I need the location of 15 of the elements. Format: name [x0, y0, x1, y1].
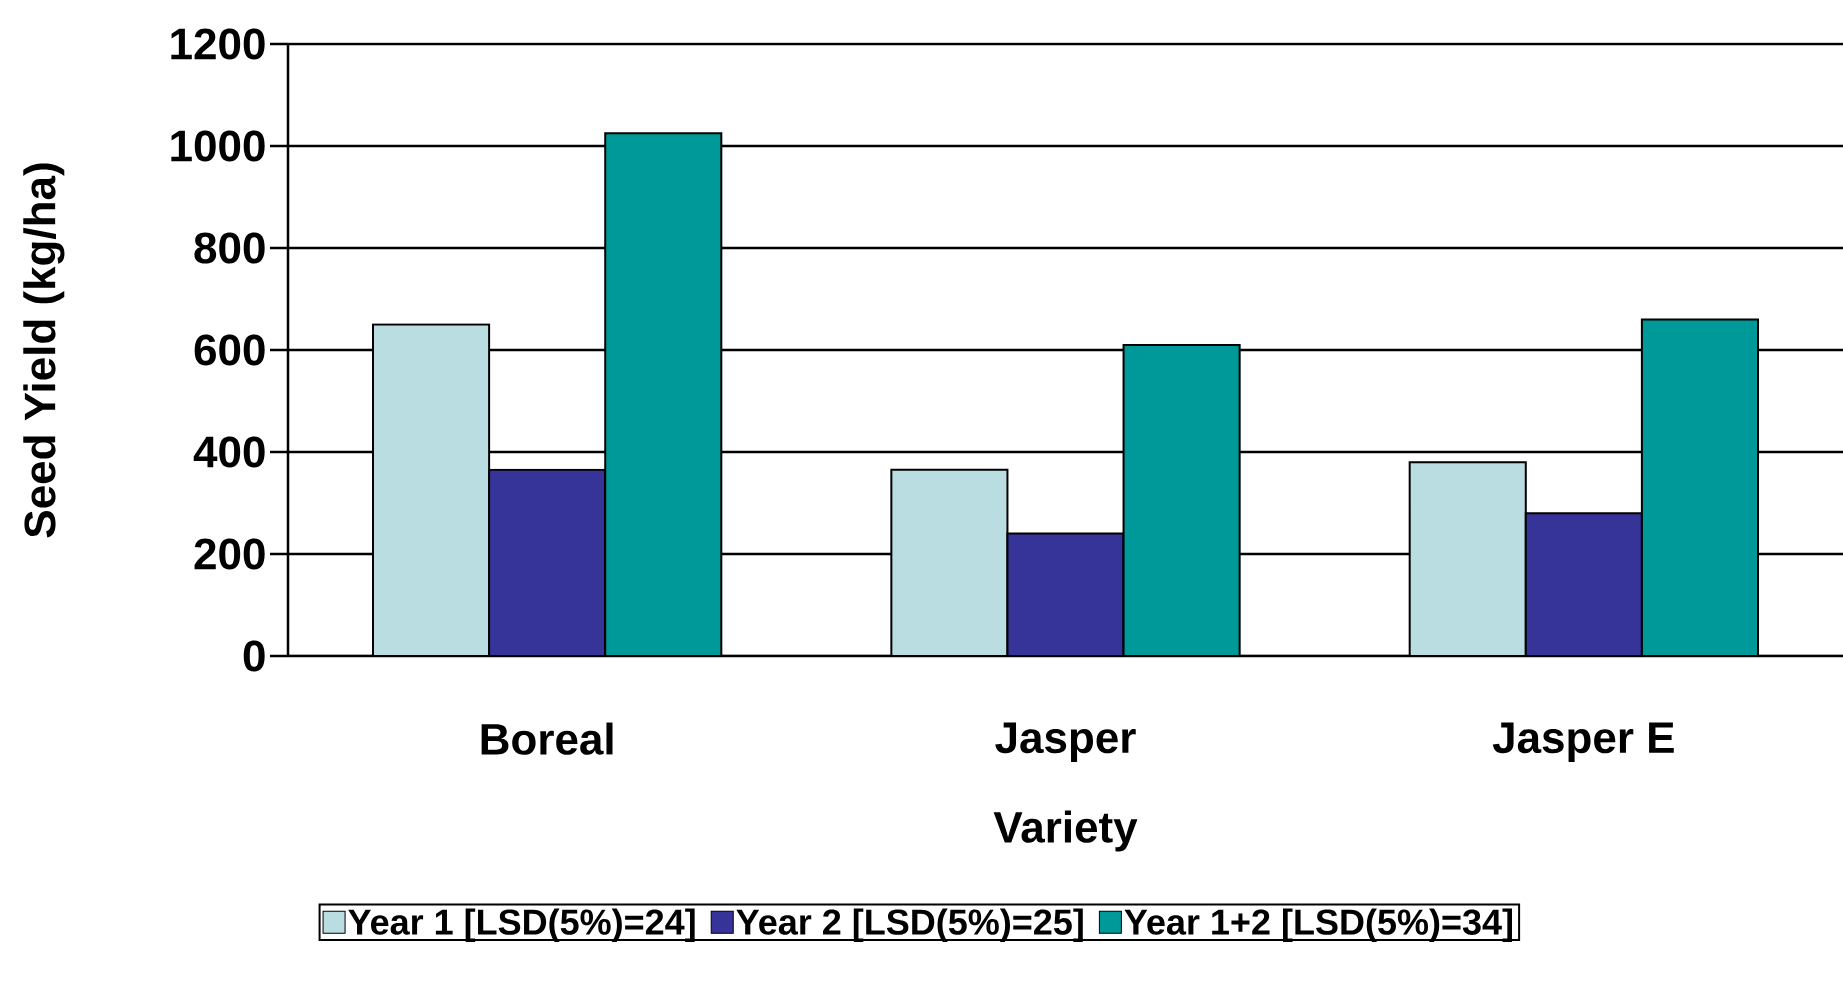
y-axis-title: Seed Yield (kg/ha) [23, 163, 65, 538]
y-tick-label: 400 [193, 436, 265, 468]
y-tick-label: 200 [194, 538, 265, 570]
x-axis-title: Variety [993, 810, 1138, 852]
x-tick-label: Boreal [481, 722, 613, 755]
y-tick-label: 800 [194, 232, 265, 264]
legend-label: Year 2 [LSD(5%)=25] [736, 908, 1083, 942]
legend-label: Year 1+2 [LSD(5%)=34] [1124, 908, 1512, 942]
y-tick-label: 0 [243, 640, 265, 672]
y-tick-label: 1200 [171, 28, 265, 60]
y-tick-label: 600 [194, 334, 265, 366]
x-tick-label: Jasper E [1492, 722, 1674, 762]
legend-label: Year 1 [LSD(5%)=24] [348, 908, 695, 942]
x-tick-label: Jasper [995, 722, 1136, 762]
y-tick-label: 1000 [171, 130, 265, 162]
